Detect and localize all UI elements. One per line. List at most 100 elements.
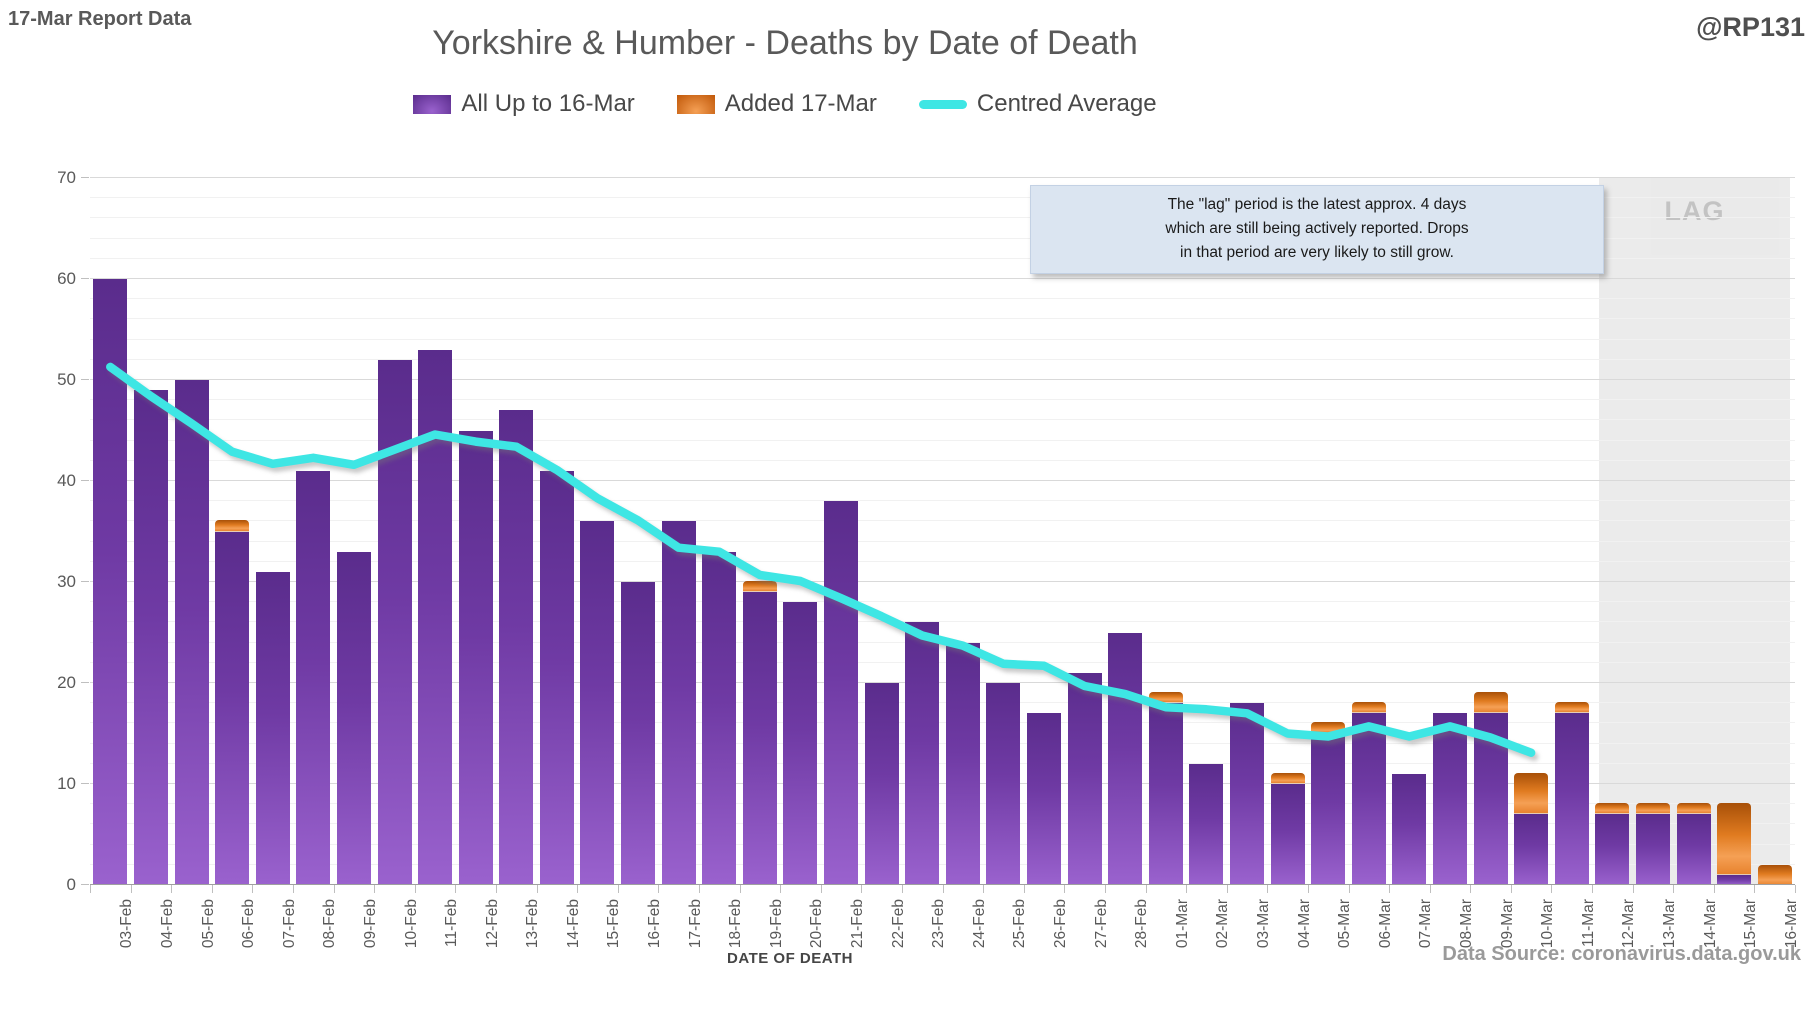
bar-purple-04-Feb [133, 390, 168, 885]
x-axis-title: DATE OF DEATH [727, 950, 853, 967]
minor-gridline [90, 843, 1795, 845]
x-axis-tick [983, 885, 985, 893]
lag-annotation-box: The "lag" period is the latest approx. 4… [1030, 185, 1604, 274]
x-axis-label-12-Feb: 12-Feb [483, 899, 501, 949]
x-axis-tick [1754, 885, 1756, 893]
x-axis-label-09-Mar: 09-Mar [1498, 899, 1516, 949]
x-axis-label-04-Feb: 04-Feb [158, 899, 176, 949]
lag-annotation-line2: which are still being actively reported.… [1165, 220, 1469, 237]
bar-purple-11-Mar [1554, 713, 1589, 885]
bar-purple-13-Feb [499, 410, 534, 885]
legend-item-average: Centred Average [918, 90, 1157, 118]
x-axis-tick [780, 885, 782, 893]
minor-gridline [90, 318, 1795, 320]
bar-purple-16-Feb [621, 582, 655, 885]
minor-gridline [90, 217, 1795, 219]
minor-gridline [90, 823, 1795, 825]
y-axis-tick [81, 783, 89, 784]
bar-purple-13-Mar [1635, 814, 1670, 885]
x-axis-label-25-Feb: 25-Feb [1011, 899, 1029, 949]
bar-purple-24-Feb [945, 642, 980, 885]
y-axis-label-30: 30 [57, 572, 76, 591]
minor-gridline [90, 540, 1795, 542]
bar-purple-10-Mar [1514, 814, 1549, 885]
x-axis-label-23-Feb: 23-Feb [930, 899, 948, 949]
minor-gridline [90, 742, 1795, 744]
x-axis-tick [1551, 885, 1553, 893]
x-axis-tick [374, 885, 376, 893]
minor-gridline [90, 197, 1795, 199]
x-axis-label-20-Feb: 20-Feb [808, 899, 826, 949]
x-axis-label-05-Mar: 05-Mar [1336, 899, 1354, 949]
x-axis-label-11-Mar: 11-Mar [1579, 899, 1597, 947]
y-axis-tick [81, 682, 89, 683]
x-axis-label-15-Feb: 15-Feb [605, 899, 623, 949]
x-axis-label-05-Feb: 05-Feb [199, 899, 217, 949]
x-axis-tick [333, 885, 335, 893]
bar-purple-15-Feb [580, 521, 615, 885]
x-axis-label-08-Feb: 08-Feb [321, 899, 339, 949]
lag-annotation-line3: in that period are very likely to still … [1180, 244, 1454, 261]
purple-swatch-icon [413, 94, 452, 114]
y-axis-tick [81, 884, 89, 885]
x-axis-tick [130, 885, 132, 893]
bar-added-06-Mar [1351, 702, 1386, 714]
minor-gridline [90, 439, 1795, 441]
x-axis-label-04-Mar: 04-Mar [1295, 899, 1313, 949]
major-gridline [90, 581, 1795, 582]
x-axis-tick [901, 885, 903, 893]
bar-purple-07-Mar [1392, 773, 1427, 885]
minor-gridline [90, 257, 1795, 259]
x-axis-label-02-Mar: 02-Mar [1214, 899, 1232, 949]
x-axis-tick [1348, 885, 1350, 893]
bar-purple-28-Feb [1108, 632, 1143, 885]
major-gridline [90, 379, 1795, 380]
bar-purple-06-Mar [1351, 713, 1386, 885]
x-axis-tick [171, 885, 173, 893]
x-axis-tick [1064, 885, 1066, 893]
y-axis-tick [81, 177, 89, 178]
x-axis-tick [739, 885, 741, 893]
x-axis-label-27-Feb: 27-Feb [1092, 899, 1110, 949]
minor-gridline [90, 702, 1795, 704]
x-axis-label-09-Feb: 09-Feb [361, 899, 379, 949]
x-axis-tick [861, 885, 863, 893]
x-axis-label-14-Feb: 14-Feb [564, 899, 582, 949]
minor-gridline [90, 722, 1795, 724]
x-axis-tick [1023, 885, 1025, 893]
minor-gridline [90, 560, 1795, 562]
bar-purple-06-Feb [215, 531, 250, 885]
legend-item-added: Added 17-Mar [676, 90, 877, 118]
minor-gridline [90, 459, 1795, 461]
bar-purple-25-Feb [986, 683, 1021, 885]
y-axis-label-0: 0 [66, 875, 76, 894]
bar-added-14-Mar [1676, 803, 1711, 815]
minor-gridline [90, 338, 1795, 340]
x-axis-tick [1470, 885, 1472, 893]
x-axis-label-18-Feb: 18-Feb [727, 899, 745, 949]
x-axis-tick [414, 885, 416, 893]
x-axis-label-06-Feb: 06-Feb [240, 899, 258, 949]
x-axis-tick [1104, 885, 1106, 893]
x-axis-tick [1510, 885, 1512, 893]
major-gridline [90, 480, 1795, 481]
bar-added-04-Mar [1270, 772, 1305, 784]
y-axis-tick [81, 379, 89, 380]
x-axis-label-10-Mar: 10-Mar [1539, 899, 1557, 949]
x-axis-tick [1389, 885, 1390, 893]
bar-purple-21-Feb [824, 501, 858, 885]
x-axis-label-07-Mar: 07-Mar [1417, 899, 1435, 949]
x-axis-label-22-Feb: 22-Feb [889, 899, 907, 949]
x-axis-tick [942, 885, 944, 893]
data-source-label: Data Source: coronavirus.data.gov.uk [1442, 943, 1801, 965]
bar-added-16-Mar [1757, 864, 1792, 885]
x-axis-tick [293, 885, 294, 893]
x-axis-label-08-Mar: 08-Mar [1457, 899, 1475, 949]
legend-label-added: Added 17-Mar [724, 90, 877, 117]
y-axis-tick [81, 480, 89, 481]
legend-item-all: All Up to 16-Mar [413, 90, 635, 118]
x-axis-label-26-Feb: 26-Feb [1052, 899, 1069, 949]
legend-label-all: All Up to 16-Mar [461, 90, 635, 117]
x-axis-label-19-Feb: 19-Feb [767, 899, 785, 949]
